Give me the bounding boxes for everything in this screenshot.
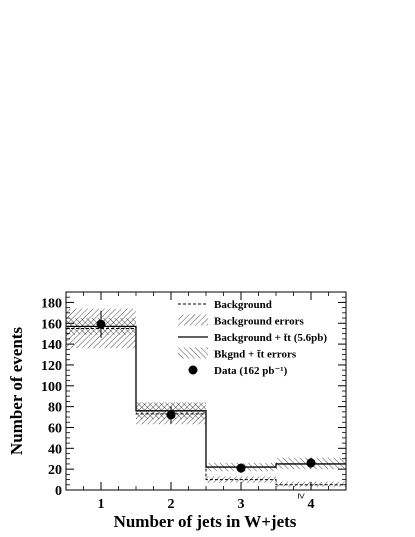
x-tick-label: 3 — [238, 497, 245, 512]
legend-swatch-band — [178, 347, 208, 359]
background-line — [66, 327, 346, 486]
y-tick-label: 160 — [41, 317, 62, 332]
background-plus-ttbar-line — [66, 325, 346, 468]
y-tick-label: 80 — [48, 401, 62, 416]
y-tick-label: 60 — [48, 421, 62, 436]
x-tick-prefix: ≥ — [295, 493, 307, 499]
y-tick-label: 180 — [41, 296, 62, 311]
data-point — [306, 458, 316, 468]
plot-area — [66, 308, 346, 487]
legend: Background Background errors Background + … — [178, 299, 327, 377]
y-tick-label: 100 — [41, 380, 62, 395]
data-point — [96, 319, 106, 329]
legend-swatch-data — [188, 365, 198, 375]
axes: 0 20 40 60 80 100 120 140 160 180 1 2 3 4≥ — [41, 291, 347, 512]
y-tick-label: 20 — [48, 463, 62, 478]
x-tick-label: 4 — [308, 497, 315, 512]
y-axis-title: Number of events — [7, 327, 26, 455]
x-tick-label: 2 — [168, 497, 175, 512]
legend-entry: Data (162 pb⁻¹) — [214, 365, 288, 377]
data-point — [236, 463, 246, 473]
x-tick-label: 1 — [98, 497, 105, 512]
data-point — [166, 410, 176, 420]
legend-entry: Background + t̄t (5.6pb) — [214, 332, 327, 344]
legend-entry: Background errors — [214, 316, 304, 328]
y-tick-label: 0 — [55, 484, 62, 499]
legend-swatch-band — [178, 314, 208, 326]
x-axis-title: Number of jets in W+jets — [114, 512, 297, 531]
legend-entry: Background — [214, 299, 272, 311]
legend-entry: Bkgnd + t̄t errors — [214, 349, 297, 361]
y-tick-label: 40 — [48, 442, 62, 457]
y-tick-label: 120 — [41, 359, 62, 374]
y-tick-label: 140 — [41, 338, 62, 353]
